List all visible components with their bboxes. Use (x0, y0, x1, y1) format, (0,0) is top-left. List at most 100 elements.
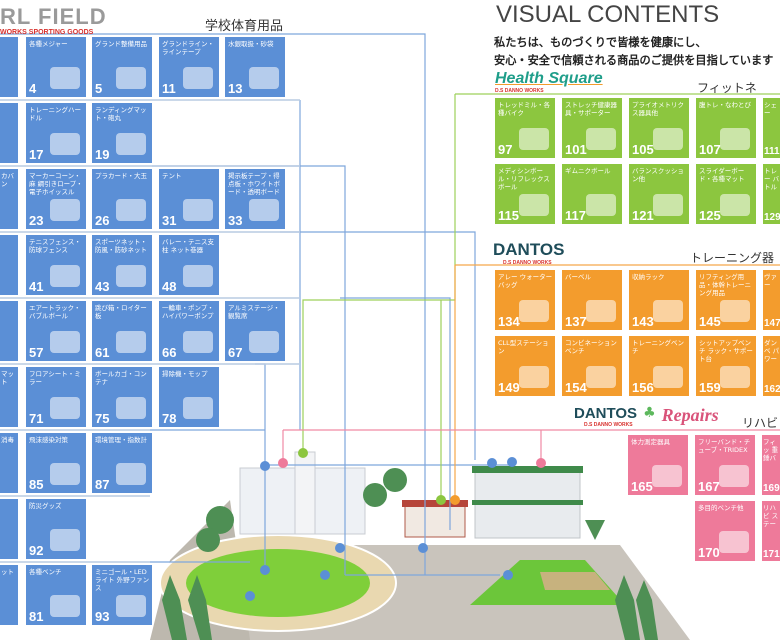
product-tile-107[interactable]: 腹トレ・なわとび 107 (696, 98, 756, 158)
product-tile-85[interactable]: 飛沫感染対策 85 (26, 433, 86, 493)
product-tile-partial-17[interactable] (0, 301, 18, 361)
product-tile-partial-13[interactable] (0, 235, 18, 295)
page-number: 75 (95, 411, 110, 426)
tile-label: ボールカゴ・コンテナ (95, 370, 147, 386)
product-tile-33[interactable]: 掲示板テープ・得点板・ホワイトボード・透明ボード 33 (225, 169, 285, 229)
tile-label: マーカーコーン・麻 綱引きロープ・電子ホイッスル (29, 172, 83, 196)
page-number: 129 (764, 212, 780, 223)
page-number: 145 (699, 314, 721, 329)
product-tile-101[interactable]: ストレッチ健康器具・サポーター 101 (562, 98, 622, 158)
product-tile-167[interactable]: フリーバンド・チューブ・TRIDEX 167 (695, 435, 755, 495)
page-number: 41 (29, 279, 44, 294)
product-tile-41[interactable]: テニスフェンス・防球フェンス 41 (26, 235, 86, 295)
product-image (116, 67, 146, 89)
page-number: 165 (631, 479, 653, 494)
product-tile-67[interactable]: アルミステージ・観覧席 67 (225, 301, 285, 361)
product-tile-31[interactable]: テント 31 (159, 169, 219, 229)
product-image (653, 366, 683, 388)
tile-label: バランスクッション他 (632, 167, 684, 183)
tagline-1: 私たちは、ものづくりで皆様を健康にし、 (494, 36, 707, 49)
product-tile-115[interactable]: メディシンボール・リフレックスボール 115 (495, 164, 555, 224)
product-tile-81[interactable]: 各種ベンチ 81 (26, 565, 86, 625)
page-number: 93 (95, 609, 110, 624)
product-tile-partial-5[interactable] (0, 103, 18, 163)
product-tile-4[interactable]: 各種メジャー 4 (26, 37, 86, 97)
tile-label: 各種メジャー (29, 40, 68, 48)
product-tile-partial-22[interactable]: マット (0, 367, 18, 427)
product-tile-partial-0[interactable] (0, 37, 18, 97)
section-title-rehab: リハビ (742, 416, 779, 430)
product-tile-13[interactable]: 水銀取扱・砂袋 13 (225, 37, 285, 97)
product-tile-105[interactable]: プライオメトリクス器具他 105 (629, 98, 689, 158)
product-tile-partial-29[interactable] (0, 499, 18, 559)
product-tile-11[interactable]: グランドライン・ラインテープ 11 (159, 37, 219, 97)
product-tile-143[interactable]: 収納ラック 143 (629, 270, 689, 330)
tile-label: ット (1, 568, 14, 576)
product-tile-159[interactable]: シットアップベンチ ラック・サポート台 159 (696, 336, 756, 396)
product-tile-162[interactable]: ダンベ パワー 162 (763, 336, 780, 396)
product-tile-134[interactable]: アレー ウォーターバッグ 134 (495, 270, 555, 330)
tile-label: 掲示板テープ・得点板・ホワイトボード・透明ボード (228, 172, 280, 196)
product-tile-87[interactable]: 環境管理・指数計 87 (92, 433, 152, 493)
page-number: 159 (699, 380, 721, 395)
product-tile-48[interactable]: バレー・テニス支柱 ネット巻器 48 (159, 235, 219, 295)
product-tile-137[interactable]: バーベル 137 (562, 270, 622, 330)
product-tile-66[interactable]: 一輪車・ポンプ・ハイパワーポンプ 66 (159, 301, 219, 361)
product-tile-125[interactable]: スライダーボード・各種マット 125 (696, 164, 756, 224)
product-tile-117[interactable]: ギムニクボール 117 (562, 164, 622, 224)
product-tile-149[interactable]: CLL型ステーション 149 (495, 336, 555, 396)
product-image (586, 366, 616, 388)
product-tile-43[interactable]: スポーツネット・防風・防砂ネット 43 (92, 235, 152, 295)
product-tile-75[interactable]: ボールカゴ・コンテナ 75 (92, 367, 152, 427)
product-image (116, 397, 146, 419)
product-tile-169[interactable]: フィッ 重錘バ 169 (762, 435, 780, 495)
product-tile-partial-8[interactable]: カバン (0, 169, 18, 229)
product-image (116, 133, 146, 155)
product-image (183, 199, 213, 221)
product-tile-154[interactable]: コンビネーションベンチ 154 (562, 336, 622, 396)
product-tile-129[interactable]: トレー バトル 129 (763, 164, 780, 224)
product-tile-121[interactable]: バランスクッション他 121 (629, 164, 689, 224)
product-image (519, 194, 549, 216)
page-number: 167 (698, 479, 720, 494)
page-number: 57 (29, 345, 44, 360)
tile-label: 掃除機・モップ (162, 370, 208, 378)
product-tile-78[interactable]: 掃除機・モップ 78 (159, 367, 219, 427)
product-image (719, 465, 749, 487)
product-tile-111[interactable]: シェー 111 (763, 98, 780, 158)
product-tile-171[interactable]: リハビ ステー 171 (762, 501, 780, 561)
page-number: 111 (764, 146, 780, 157)
product-tile-partial-31[interactable]: ット (0, 565, 18, 625)
product-tile-92[interactable]: 防災グッズ 92 (26, 499, 86, 559)
tile-label: カバン (1, 172, 14, 188)
product-tile-26[interactable]: プラカード・大玉 26 (92, 169, 152, 229)
tile-label: 飛沫感染対策 (29, 436, 68, 444)
product-tile-165[interactable]: 体力測定器具 165 (628, 435, 688, 495)
product-tile-19[interactable]: ランディングマット・砲丸 19 (92, 103, 152, 163)
product-tile-156[interactable]: トレーニングベンチ 156 (629, 336, 689, 396)
product-tile-partial-26[interactable]: 消毒 (0, 433, 18, 493)
product-image (652, 465, 682, 487)
page-number: 5 (95, 81, 103, 96)
page-number: 154 (565, 380, 587, 395)
product-tile-93[interactable]: ミニゴール・LEDライト 外野ファンス 93 (92, 565, 152, 625)
product-tile-145[interactable]: リフティング用品・体幹トレーニング用品 145 (696, 270, 756, 330)
product-tile-71[interactable]: フロアシート・ミラー 71 (26, 367, 86, 427)
tile-label: 消毒 (1, 436, 14, 444)
tile-label: リハビ ステー (763, 504, 779, 528)
product-tile-170[interactable]: 多目的ベンチ他 170 (695, 501, 755, 561)
product-tile-97[interactable]: トレッドミル・各種バイク 97 (495, 98, 555, 158)
product-tile-57[interactable]: エアートラック・バブルボール 57 (26, 301, 86, 361)
tile-label: アルミステージ・観覧席 (228, 304, 280, 320)
tile-label: 環境管理・指数計 (95, 436, 147, 444)
tile-label: 各種ベンチ (29, 568, 62, 576)
product-tile-23[interactable]: マーカーコーン・麻 綱引きロープ・電子ホイッスル 23 (26, 169, 86, 229)
product-tile-61[interactable]: 跳び箱・ロイター板 61 (92, 301, 152, 361)
product-tile-5[interactable]: グランド整備用品 5 (92, 37, 152, 97)
page-number: 171 (763, 549, 780, 560)
product-tile-147[interactable]: ヴァー 147 (763, 270, 780, 330)
product-tile-17[interactable]: トレーニングハードル 17 (26, 103, 86, 163)
tile-label: プラカード・大玉 (95, 172, 147, 180)
product-image (116, 463, 146, 485)
health-square-logo: Health Square D.S DANNO WORKS (495, 70, 603, 94)
